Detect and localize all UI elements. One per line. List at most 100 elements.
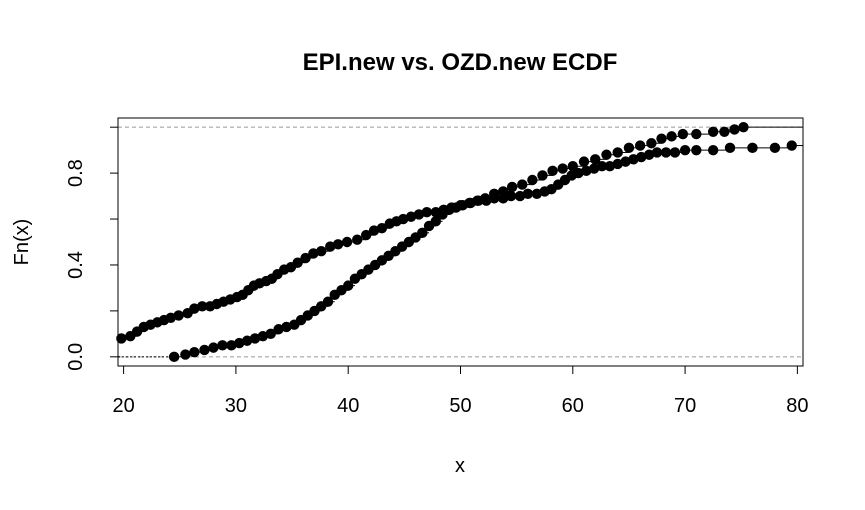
data-point (368, 225, 380, 236)
data-point (208, 342, 219, 353)
data-point (316, 245, 327, 257)
data-point (677, 128, 689, 140)
x-tick-label: 30 (225, 395, 247, 417)
data-point (707, 126, 719, 137)
data-point (217, 340, 228, 351)
x-tick-label: 20 (112, 395, 134, 417)
data-point (199, 344, 210, 356)
data-point (189, 347, 200, 358)
data-point (430, 216, 441, 227)
data-point (506, 181, 518, 193)
data-point (505, 190, 517, 202)
data-point (116, 333, 127, 344)
data-point (691, 144, 702, 156)
data-point (769, 142, 781, 154)
data-point (351, 234, 363, 245)
data-point (786, 140, 797, 151)
data-point (581, 165, 592, 177)
data-point (724, 142, 736, 154)
data-point (417, 227, 428, 239)
data-point (666, 131, 677, 142)
data-point (514, 190, 526, 202)
data-point (612, 158, 623, 170)
data-point (332, 239, 344, 250)
reference-lines (118, 126, 803, 358)
data-point (707, 144, 719, 156)
data-point (601, 149, 612, 160)
data-point (729, 124, 740, 135)
data-point (573, 167, 584, 179)
data-point (189, 303, 200, 314)
x-axis: 20 30 40 50 60 70 80 (112, 366, 809, 417)
x-tick-label: 70 (674, 395, 696, 417)
data-point (308, 248, 319, 259)
data-point (249, 333, 261, 344)
data-point (343, 280, 354, 291)
data-point (596, 161, 608, 172)
data-point (300, 252, 311, 264)
data-point (517, 179, 528, 190)
y-tick-label: 0.0 (65, 343, 87, 371)
data-point (691, 128, 702, 140)
data-point (557, 163, 568, 174)
data-points (116, 121, 797, 363)
data-point (226, 340, 237, 351)
x-tick-label: 60 (562, 395, 584, 417)
data-point (376, 223, 388, 234)
y-tick-label: 0.8 (65, 159, 87, 187)
data-point (168, 351, 180, 363)
data-point (719, 126, 730, 137)
data-point (747, 142, 758, 154)
x-tick-label: 40 (337, 395, 359, 417)
data-point (197, 301, 208, 312)
data-point (398, 213, 409, 225)
data-point (488, 193, 500, 204)
data-point (669, 147, 681, 158)
data-point (522, 188, 534, 199)
chart-title: EPI.new vs. OZD.new ECDF (303, 49, 618, 76)
data-point (465, 197, 476, 209)
data-point (265, 328, 276, 340)
data-point (612, 147, 623, 158)
data-point (531, 188, 543, 199)
data-point (165, 312, 176, 323)
data-point (281, 321, 292, 333)
data-point (660, 147, 672, 158)
y-tick-label: 0.4 (65, 251, 87, 279)
data-point (473, 195, 484, 206)
data-point (643, 149, 655, 160)
y-axis-label: Fn(x) (11, 219, 33, 266)
data-point (590, 154, 601, 165)
data-point (341, 236, 353, 248)
data-point (405, 211, 417, 222)
data-point (273, 324, 284, 335)
data-point (738, 121, 749, 133)
data-point (234, 337, 245, 349)
data-point (457, 200, 468, 211)
data-point (421, 206, 433, 218)
x-axis-label: x (455, 455, 465, 477)
data-point (360, 229, 372, 241)
data-point (547, 165, 558, 177)
data-point (578, 156, 590, 167)
data-point (656, 133, 667, 144)
data-point (241, 335, 253, 346)
y-axis: 0.0 0.4 0.8 (65, 126, 118, 371)
data-point (620, 156, 631, 167)
data-point (651, 147, 663, 158)
data-point (497, 193, 509, 204)
x-tick-label: 80 (786, 395, 808, 417)
data-point (628, 154, 639, 165)
data-point (567, 161, 578, 172)
data-point (646, 138, 657, 149)
x-tick-label: 50 (449, 395, 471, 417)
data-point (604, 161, 616, 172)
data-point (527, 174, 538, 186)
data-point (257, 330, 269, 342)
data-point (292, 257, 303, 268)
data-point (481, 195, 492, 206)
data-point (636, 151, 647, 163)
data-point (325, 241, 336, 252)
data-point (588, 163, 600, 174)
